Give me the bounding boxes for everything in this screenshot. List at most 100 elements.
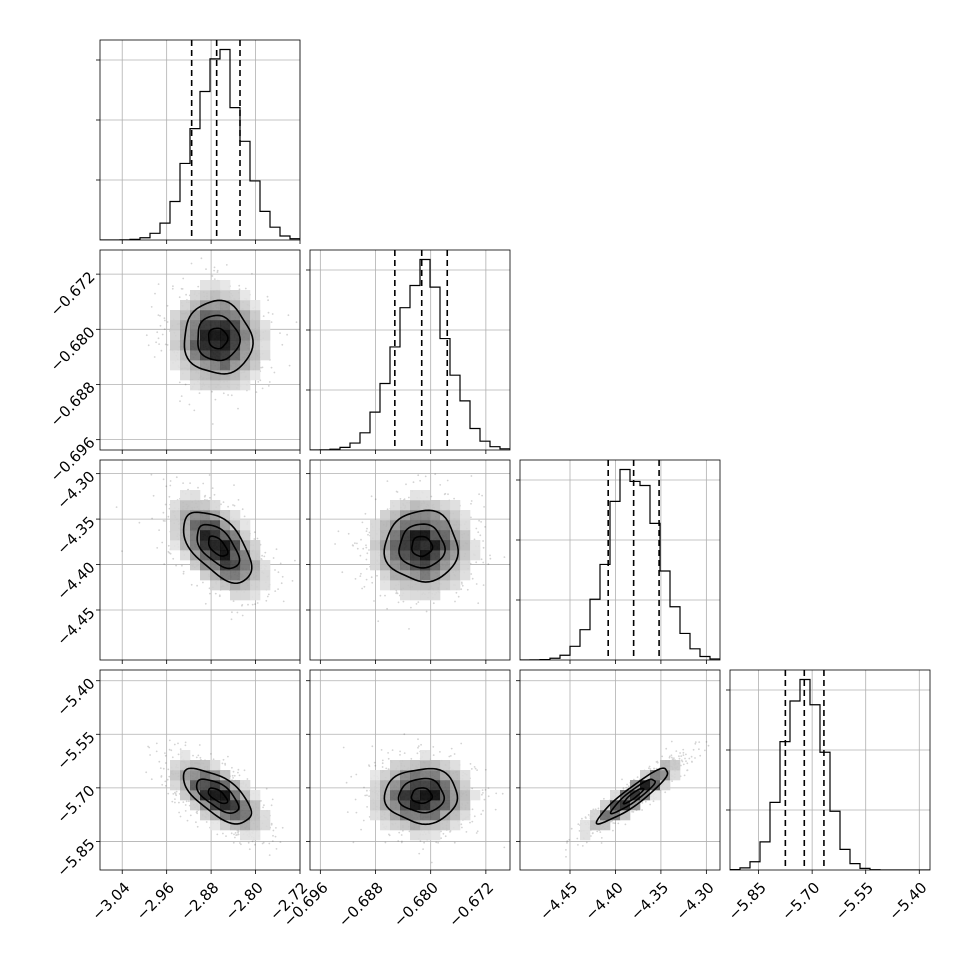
scatter-point	[212, 758, 215, 761]
scatter-point	[470, 502, 472, 505]
density-cell	[410, 570, 421, 581]
density-cell	[460, 520, 471, 531]
density-cell	[390, 500, 401, 511]
scatter-point	[479, 534, 482, 537]
density-cell	[230, 790, 241, 801]
scatter-point	[395, 591, 398, 594]
density-cell	[230, 300, 241, 311]
scatter-point	[138, 521, 141, 524]
density-cell	[370, 540, 381, 551]
density-cell	[440, 530, 451, 541]
density-cell	[200, 510, 211, 521]
scatter-point	[482, 584, 485, 586]
density-cell	[370, 780, 381, 791]
density-cell	[420, 540, 431, 551]
density-cell	[440, 570, 451, 581]
density-cell	[240, 380, 251, 391]
scatter-point	[272, 834, 274, 837]
density-cell	[450, 530, 461, 541]
scatter-point	[274, 569, 276, 571]
scatter-point	[179, 748, 182, 750]
scatter-point	[277, 588, 279, 590]
scatter-point	[251, 272, 253, 275]
density-cell	[190, 370, 201, 381]
scatter-point	[182, 572, 185, 575]
density-cell	[230, 310, 241, 321]
density-cell	[240, 800, 251, 811]
density-cell	[210, 540, 221, 551]
scatter-point	[214, 592, 217, 595]
scatter-point	[184, 810, 187, 812]
density-cell	[390, 550, 401, 561]
scatter-point	[371, 581, 374, 584]
scatter-point	[175, 790, 178, 793]
scatter-point	[148, 746, 151, 749]
scatter-point	[440, 830, 442, 833]
density-cell	[240, 590, 251, 601]
density-cell	[410, 500, 421, 511]
scatter-point	[169, 480, 172, 482]
scatter-point	[417, 474, 420, 477]
scatter-point	[384, 594, 386, 597]
density-cell	[240, 820, 251, 831]
density-cell	[210, 760, 221, 771]
scatter-point	[272, 829, 275, 832]
density-cell	[380, 780, 391, 791]
density-cell	[220, 280, 231, 291]
density-cell	[470, 540, 481, 551]
density-cell	[430, 560, 441, 571]
density-cell	[200, 380, 211, 391]
scatter-point	[408, 496, 410, 499]
scatter-point	[186, 819, 189, 822]
scatter-point	[182, 482, 185, 484]
density-cell	[370, 560, 381, 571]
scatter-point	[475, 583, 478, 585]
scatter-point	[196, 584, 199, 587]
scatter-point	[195, 756, 198, 759]
scatter-point	[171, 756, 174, 759]
scatter-point	[439, 751, 441, 753]
scatter-point	[469, 763, 472, 765]
scatter-point	[175, 564, 178, 567]
scatter-point	[461, 584, 464, 587]
density-cell	[190, 530, 201, 541]
density-cell	[190, 340, 201, 351]
scatter-point	[181, 564, 183, 567]
density-cell	[380, 530, 391, 541]
density-cell	[210, 340, 221, 351]
density-cell	[200, 350, 211, 361]
density-cell	[260, 330, 271, 341]
density-cell	[170, 500, 181, 511]
scatter-point	[261, 842, 264, 845]
scatter-point	[145, 334, 148, 337]
density-cell	[370, 770, 381, 781]
scatter-point	[182, 570, 185, 573]
scatter-point	[236, 611, 239, 614]
scatter-point	[178, 296, 181, 299]
scatter-point	[172, 285, 174, 288]
scatter-point	[477, 602, 480, 605]
scatter-point	[243, 515, 246, 518]
density-cell	[190, 770, 201, 781]
scatter-point	[420, 743, 422, 746]
density-cell	[170, 310, 181, 321]
density-cell	[190, 500, 201, 511]
scatter-point	[453, 497, 455, 500]
scatter-point	[251, 840, 254, 843]
scatter-point	[286, 333, 288, 336]
scatter-point	[473, 815, 476, 818]
density-cell	[230, 320, 241, 331]
scatter-point	[178, 811, 181, 814]
scatter-point	[243, 769, 246, 772]
density-cell	[370, 790, 381, 801]
scatter-point	[288, 364, 291, 367]
density-cell	[380, 580, 391, 591]
scatter-point	[165, 485, 168, 488]
scatter-point	[225, 835, 227, 837]
density-cell	[250, 560, 261, 571]
density-cell	[410, 590, 421, 601]
scatter-point	[157, 337, 160, 340]
scatter-point	[460, 581, 463, 584]
density-cell	[410, 580, 421, 591]
density-cell	[190, 290, 201, 301]
